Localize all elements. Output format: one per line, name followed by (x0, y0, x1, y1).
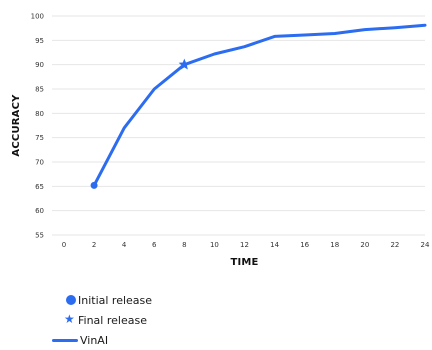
y-tick-label: 100 (31, 13, 44, 21)
gridlines (52, 15, 425, 236)
legend-label: Final release (78, 313, 147, 327)
x-tick-label: 2 (92, 241, 96, 249)
x-tick-label: 22 (390, 241, 399, 249)
x-tick-label: 18 (330, 241, 339, 249)
x-tick-label: 24 (421, 241, 430, 249)
series-markers (90, 58, 191, 189)
x-tick-label: 0 (62, 241, 66, 249)
x-tick-label: 8 (182, 241, 186, 249)
y-tick-label: 95 (35, 37, 44, 45)
y-tick-label: 75 (35, 134, 44, 142)
legend-label: VinAI (80, 333, 109, 347)
x-axis-ticks: 0 2 4 6 8 10 12 14 16 18 20 22 24 (62, 241, 430, 249)
series-lines (92, 23, 427, 187)
final-release-marker (178, 58, 191, 70)
y-tick-label: 85 (35, 86, 44, 94)
x-tick-label: 10 (210, 241, 219, 249)
x-axis-title: TIME (230, 257, 258, 268)
y-axis-title: ACCURACY (11, 94, 22, 157)
x-tick-label: 14 (270, 241, 279, 249)
legend-label: Initial release (78, 293, 153, 307)
x-tick-label: 6 (152, 241, 157, 249)
x-tick-label: 20 (360, 241, 369, 249)
legend-item-final-release: ★ Final release (64, 312, 147, 327)
initial-release-marker (90, 181, 98, 189)
y-axis-ticks: 55 60 65 70 75 80 85 90 95 100 (31, 13, 44, 240)
y-tick-label: 80 (35, 110, 44, 118)
legend-item-initial-release: Initial release (52, 290, 152, 310)
legend-item-vinai: VinAI (52, 330, 152, 350)
y-tick-label: 65 (35, 183, 44, 191)
y-tick-label: 55 (35, 232, 44, 240)
y-tick-label: 60 (35, 207, 44, 215)
x-tick-label: 16 (300, 241, 309, 249)
legend: Initial release ★ Final release VinAI (52, 290, 152, 350)
y-tick-label: 90 (35, 61, 44, 69)
series-line-vinai (92, 23, 427, 187)
x-tick-label: 4 (122, 241, 127, 249)
y-tick-label: 70 (35, 159, 44, 167)
x-tick-label: 12 (240, 241, 249, 249)
